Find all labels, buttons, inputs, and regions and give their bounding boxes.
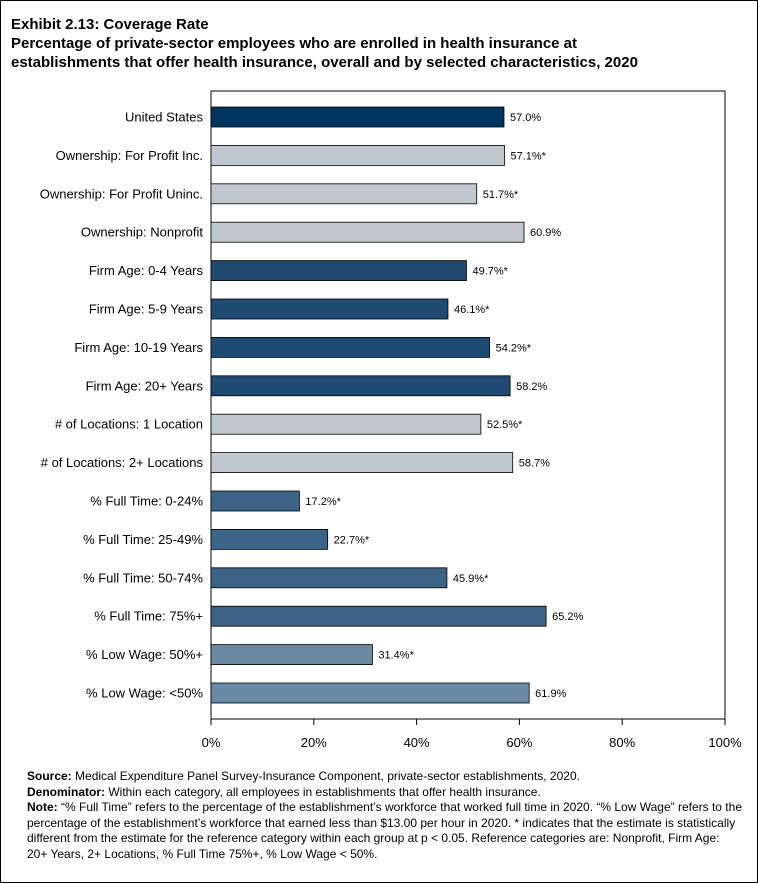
- category-label: United States: [125, 110, 204, 125]
- data-label: 57.1%*: [510, 150, 546, 162]
- category-label: % Full Time: 25-49%: [83, 532, 203, 547]
- denominator-text: Within each category, all employees in e…: [108, 784, 541, 799]
- category-label: Ownership: Nonprofit: [81, 225, 203, 240]
- note-label: Note:: [27, 800, 58, 814]
- category-label: % Full Time: 0-24%: [90, 494, 203, 509]
- data-label: 17.2%*: [305, 496, 341, 508]
- bar: [210, 413, 482, 435]
- notes-block: Source: Medical Expenditure Panel Survey…: [27, 769, 743, 862]
- bar: [210, 183, 478, 205]
- bar: [210, 336, 490, 358]
- category-label: % Full Time: 50-74%: [83, 570, 203, 585]
- x-tick-label: 100%: [708, 735, 742, 750]
- category-label: # of Locations: 1 Location: [55, 417, 203, 432]
- bar: [210, 682, 530, 704]
- x-tick-label: 60%: [506, 735, 532, 750]
- data-label: 61.9%: [535, 688, 566, 700]
- bar: [210, 106, 505, 128]
- denominator-label: Denominator:: [27, 784, 105, 799]
- bar: [210, 375, 511, 397]
- exhibit-title: Exhibit 2.13: Coverage Rate: [11, 16, 209, 33]
- data-label: 51.7%*: [483, 189, 519, 201]
- category-label: % Low Wage: 50%+: [86, 647, 203, 662]
- bar: [210, 298, 449, 320]
- category-label: Firm Age: 10-19 Years: [74, 340, 203, 355]
- data-label: 54.2%*: [496, 342, 532, 354]
- plot-area: [210, 90, 726, 720]
- bar: [210, 529, 329, 550]
- title-block: Exhibit 2.13: Coverage Rate Percentage o…: [11, 15, 751, 72]
- bar: [210, 452, 514, 474]
- category-label: # of Locations: 2+ Locations: [41, 455, 204, 470]
- category-label: Firm Age: 20+ Years: [86, 378, 204, 393]
- bar: [210, 567, 448, 589]
- bar-chart: United States 57.0% Ownership: For Profit …: [40, 90, 742, 750]
- data-label: 46.1%*: [454, 304, 490, 316]
- bar: [210, 260, 467, 282]
- data-label: 49.7%*: [472, 266, 508, 278]
- data-label: 45.9%*: [453, 573, 489, 585]
- x-tick-label: 20%: [301, 735, 327, 750]
- data-label: 58.7%: [519, 458, 550, 470]
- bar: [210, 144, 505, 166]
- category-label: % Low Wage: <50%: [86, 686, 203, 701]
- category-label: Ownership: For Profit Inc.: [56, 148, 203, 163]
- source-note: Source: Medical Expenditure Panel Survey…: [27, 769, 743, 785]
- chart-subtitle-line1: Percentage of private-sector employees w…: [11, 35, 578, 52]
- data-label: 58.2%: [516, 381, 547, 393]
- data-label: 31.4%*: [378, 650, 414, 662]
- data-label: 65.2%: [552, 611, 583, 623]
- source-text: Medical Expenditure Panel Survey-Insuran…: [75, 769, 580, 783]
- x-tick-label: 40%: [404, 735, 430, 750]
- category-label: Ownership: For Profit Uninc.: [40, 186, 203, 201]
- x-tick-label: 0%: [202, 735, 221, 750]
- bar: [210, 490, 300, 512]
- chart-subtitle-line2: establishments that offer health insuran…: [11, 54, 638, 71]
- category-label: Firm Age: 5-9 Years: [89, 302, 204, 317]
- category-label: % Full Time: 75%+: [94, 609, 203, 624]
- bar: [210, 221, 525, 243]
- bar: [210, 644, 373, 665]
- bar: [210, 605, 547, 627]
- category-label: Firm Age: 0-4 Years: [89, 263, 204, 278]
- general-note: Note: “% Full Time” refers to the percen…: [27, 800, 743, 862]
- note-text: “% Full Time” refers to the percentage o…: [27, 800, 742, 861]
- data-label: 52.5%*: [487, 419, 523, 431]
- x-tick-label: 80%: [609, 735, 635, 750]
- data-label: 60.9%: [530, 227, 561, 239]
- data-label: 22.7%*: [334, 534, 370, 546]
- source-label: Source:: [27, 769, 72, 783]
- denominator-note: Denominator: Within each category, all e…: [27, 785, 743, 801]
- data-label: 57.0%: [510, 112, 541, 124]
